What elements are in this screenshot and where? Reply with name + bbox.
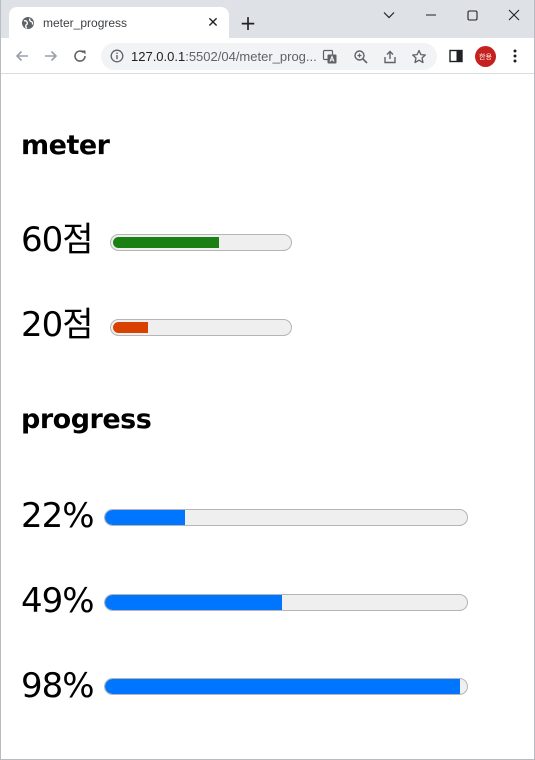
meter-bar	[110, 319, 292, 336]
browser-toolbar: 127.0.0.1:5502/04/meter_prog... 한용	[1, 38, 534, 74]
globe-icon	[21, 16, 35, 30]
translate-icon[interactable]	[319, 46, 341, 68]
progress-bar	[104, 678, 468, 695]
tab-search-chevron-icon[interactable]	[369, 0, 409, 30]
progress-label: 98%	[21, 666, 95, 706]
more-menu-icon[interactable]	[501, 42, 529, 70]
tab-strip: meter_progress ✕ +	[1, 0, 534, 38]
reload-icon[interactable]	[66, 42, 94, 70]
bookmark-star-icon[interactable]	[408, 46, 430, 68]
meter-fill	[113, 237, 219, 248]
progress-bar	[104, 509, 468, 526]
tab-meter-progress[interactable]: meter_progress ✕	[9, 7, 229, 38]
tab-title: meter_progress	[43, 15, 128, 30]
maximize-icon[interactable]	[452, 0, 492, 30]
share-icon[interactable]	[379, 46, 401, 68]
url-host: 127.0.0.1	[131, 49, 186, 64]
tab-close-icon[interactable]: ✕	[207, 14, 219, 31]
url-text: 127.0.0.1:5502/04/meter_prog...	[131, 49, 317, 64]
url-path: :5502/04/meter_prog...	[185, 49, 317, 64]
address-bar[interactable]: 127.0.0.1:5502/04/meter_prog...	[101, 43, 437, 70]
back-arrow-icon[interactable]	[8, 42, 36, 70]
meter-label: 60점	[21, 220, 94, 260]
forward-arrow-icon[interactable]	[37, 42, 65, 70]
zoom-icon[interactable]	[350, 46, 372, 68]
meter-bar	[110, 234, 292, 251]
meter-heading: meter	[21, 130, 110, 161]
meter-label: 20점	[21, 305, 94, 345]
progress-heading: progress	[21, 404, 152, 435]
minimize-icon[interactable]	[411, 0, 451, 30]
side-panel-icon[interactable]	[442, 42, 470, 70]
progress-fill	[105, 510, 185, 525]
new-tab-button[interactable]: +	[239, 11, 257, 35]
progress-bar	[104, 594, 468, 611]
progress-label: 22%	[21, 496, 95, 536]
progress-label: 49%	[21, 581, 95, 621]
page-content: meter 60점 20점 progress 22% 49%	[1, 74, 534, 759]
close-window-icon[interactable]	[494, 0, 534, 30]
progress-fill	[105, 679, 460, 694]
profile-avatar[interactable]: 한용	[475, 46, 496, 67]
site-info-icon[interactable]	[107, 46, 127, 66]
meter-fill	[113, 322, 148, 333]
progress-fill	[105, 595, 282, 610]
